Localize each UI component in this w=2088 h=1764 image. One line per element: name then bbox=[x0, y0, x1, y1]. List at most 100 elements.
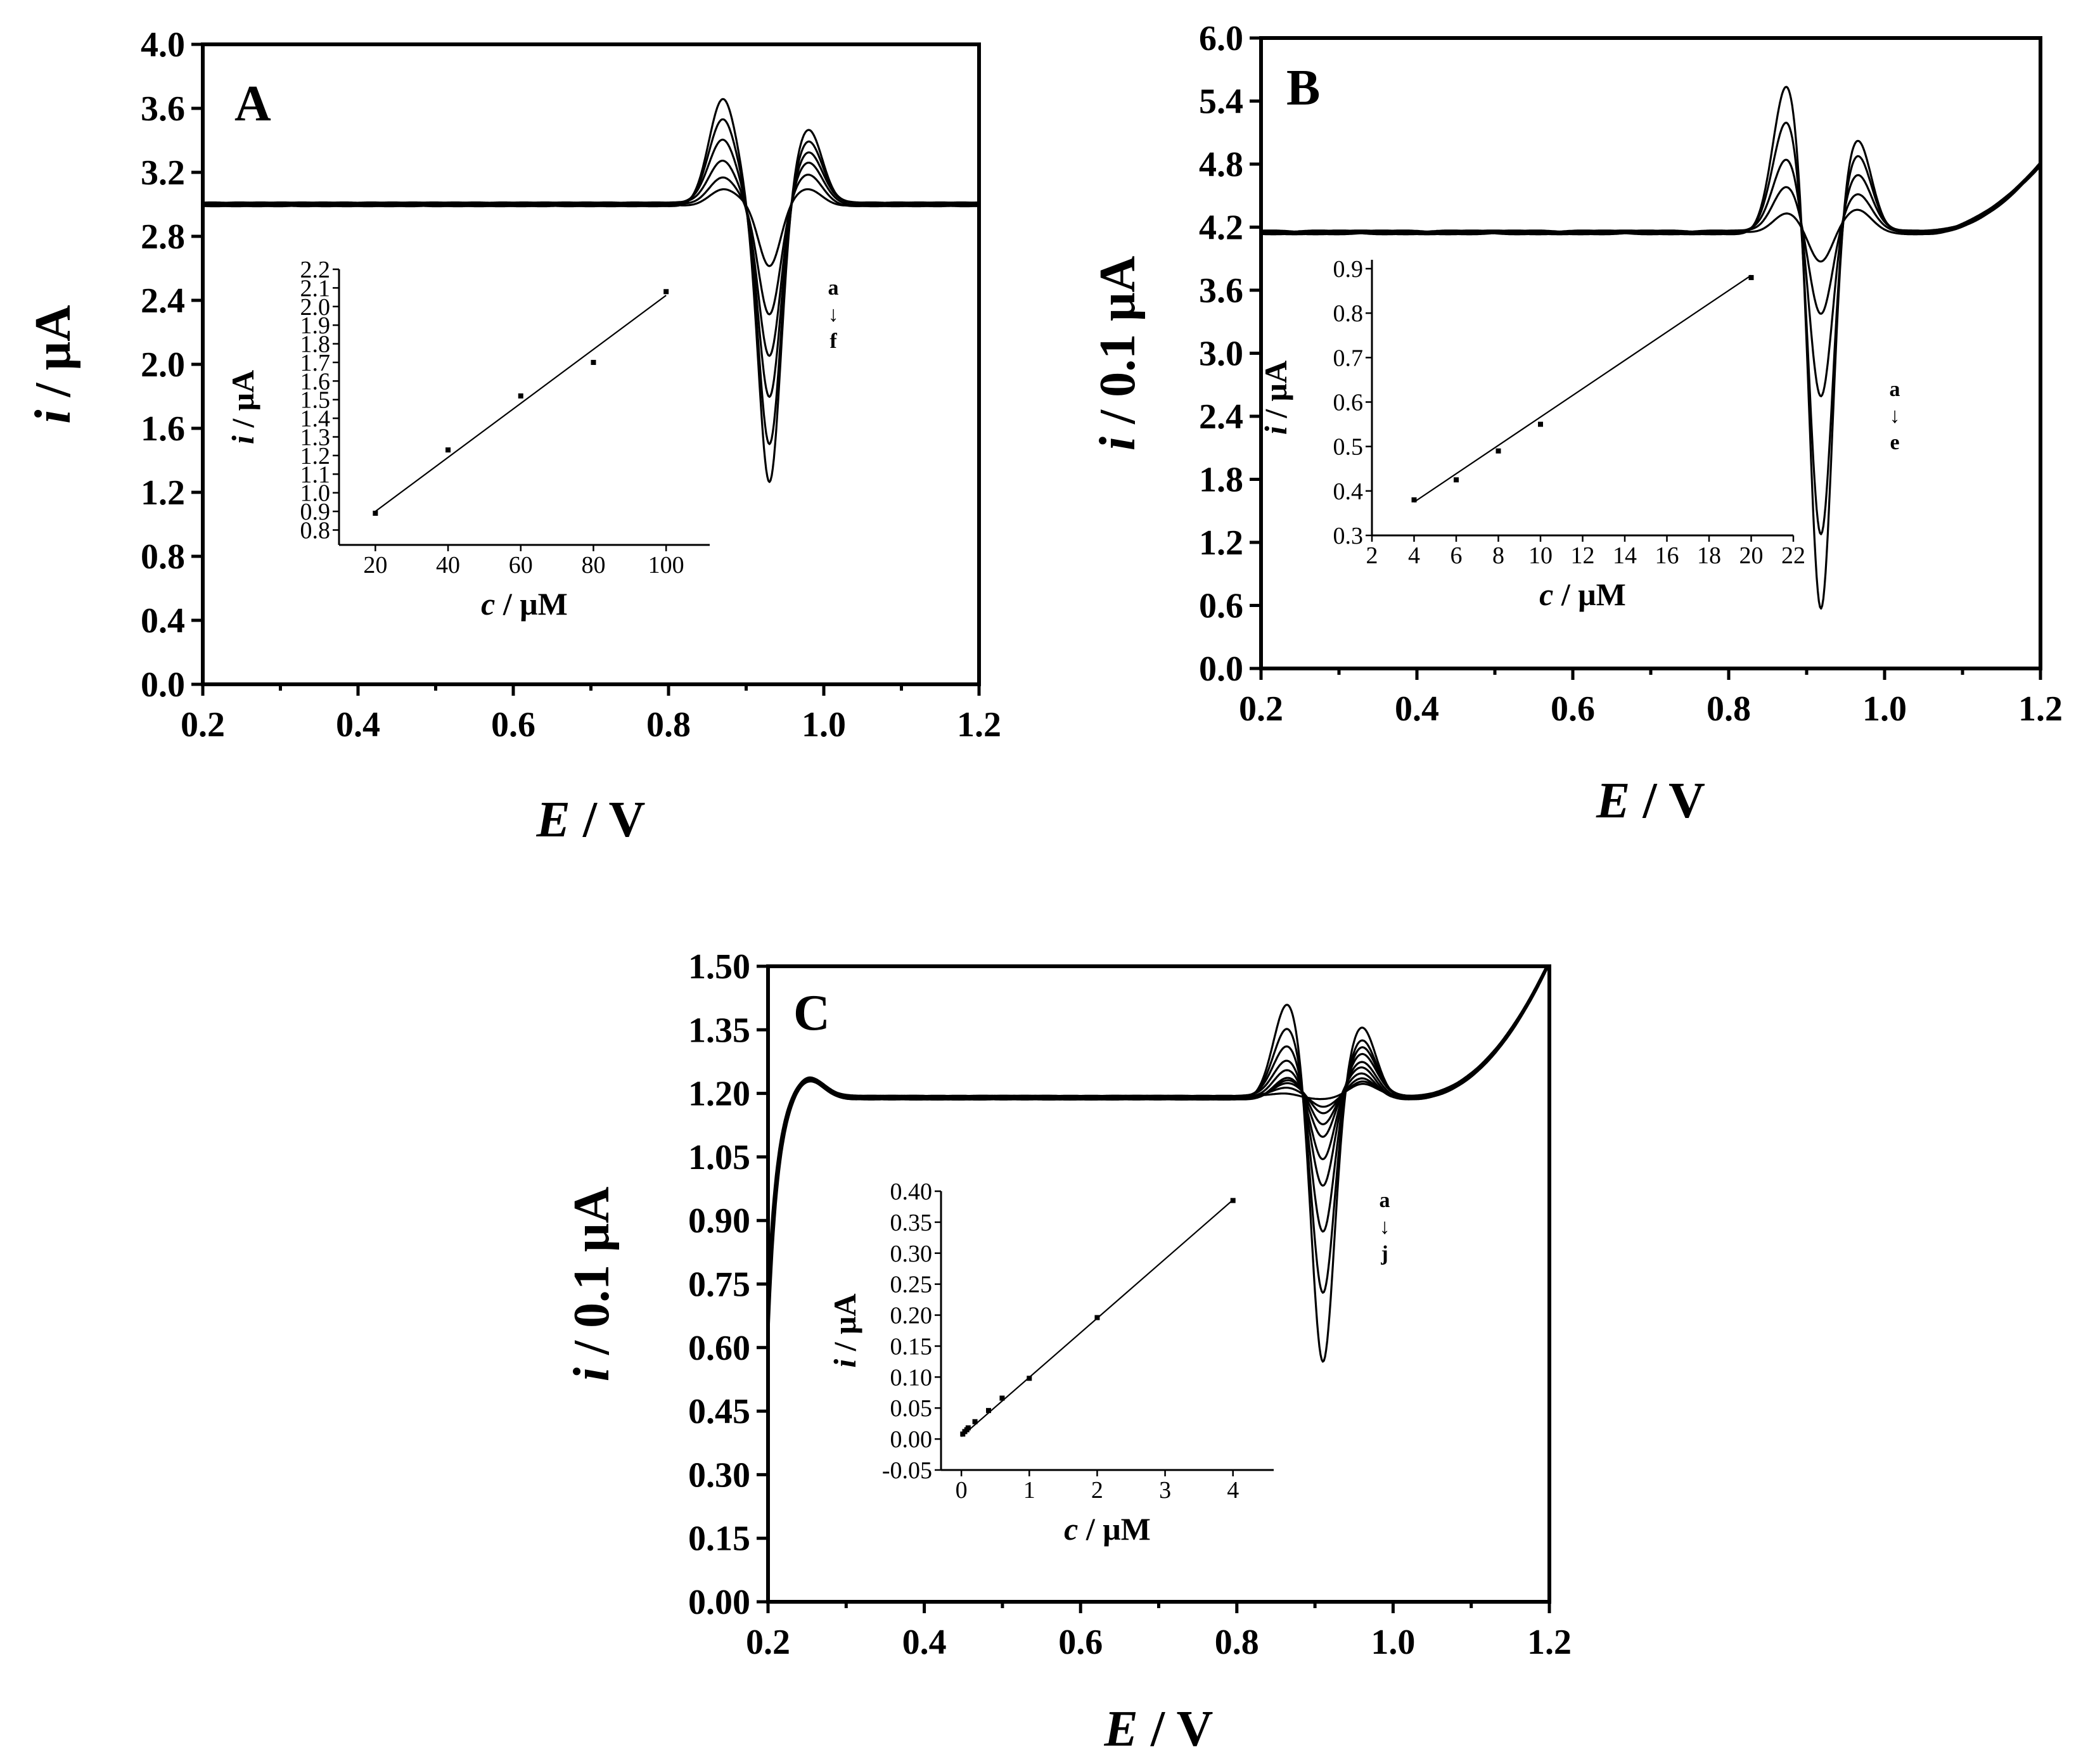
trace-d bbox=[767, 965, 1549, 1308]
inset-y-tick-label: 0.7 bbox=[1333, 345, 1364, 371]
y-axis-label: i / μA bbox=[25, 305, 81, 424]
inset-x-tick-label: 20 bbox=[363, 552, 387, 578]
curve-label-arrow: ↓ bbox=[1890, 404, 1900, 428]
inset-y-tick-label: 0.30 bbox=[890, 1241, 933, 1267]
y-tick-label: 0.15 bbox=[688, 1519, 750, 1559]
inset-data-point bbox=[999, 1395, 1005, 1401]
inset-data-point bbox=[1094, 1315, 1100, 1320]
y-tick-label: 2.4 bbox=[1199, 397, 1243, 437]
x-axis-label: E / V bbox=[536, 792, 646, 848]
x-tick-label: 1.0 bbox=[1371, 1623, 1415, 1662]
y-tick-label: 1.05 bbox=[688, 1138, 750, 1177]
y-tick-label: 0.60 bbox=[688, 1329, 750, 1368]
inset-y-axis-label: i / μA bbox=[827, 1293, 862, 1367]
inset-y-tick-label: 0.40 bbox=[890, 1179, 933, 1205]
inset-y-tick-label: 0.4 bbox=[1333, 478, 1364, 505]
inset-y-tick-label: 1.3 bbox=[300, 425, 331, 451]
inset-y-tick-label: 1.6 bbox=[300, 368, 331, 395]
inset-x-tick-label: 4 bbox=[1408, 542, 1420, 569]
inset-x-tick-label: 3 bbox=[1159, 1477, 1171, 1504]
trace-b bbox=[1260, 122, 2042, 535]
inset-y-tick-label: -0.05 bbox=[882, 1457, 932, 1484]
curve-label-top: a bbox=[828, 276, 839, 300]
y-tick-label: 1.2 bbox=[141, 473, 185, 513]
y-axis-label-unit: / μA bbox=[25, 305, 81, 410]
x-tick-label: 0.6 bbox=[1551, 689, 1595, 729]
panel-letter: B bbox=[1286, 60, 1320, 116]
inset-data-point bbox=[373, 511, 378, 516]
trace-e bbox=[767, 965, 1549, 1315]
inset-data-point bbox=[1748, 275, 1754, 281]
x-tick-label: 0.6 bbox=[1058, 1623, 1103, 1662]
inset-y-tick-label: 0.9 bbox=[300, 499, 331, 525]
x-tick-label: 1.2 bbox=[957, 705, 1001, 745]
y-tick-label: 5.4 bbox=[1199, 82, 1243, 122]
inset-fit-line bbox=[1413, 274, 1752, 503]
inset-y-tick-label: 0.5 bbox=[1333, 434, 1364, 461]
y-tick-label: 2.8 bbox=[141, 217, 185, 257]
inset-y-axis-label-var: i bbox=[1258, 426, 1293, 435]
inset-y-tick-label: 0.05 bbox=[890, 1395, 933, 1422]
x-tick-label: 0.4 bbox=[336, 705, 380, 745]
inset-x-tick-label: 2 bbox=[1366, 542, 1378, 569]
trace-a bbox=[1260, 86, 2042, 610]
y-tick-label: 3.6 bbox=[141, 89, 185, 129]
x-axis-label-unit: / V bbox=[1630, 773, 1705, 829]
inset-y-tick-label: 1.1 bbox=[300, 461, 331, 488]
inset-x-tick-label: 40 bbox=[436, 552, 460, 578]
trace-g bbox=[767, 965, 1549, 1324]
y-tick-label: 3.2 bbox=[141, 153, 185, 193]
y-tick-label: 2.4 bbox=[141, 281, 185, 321]
inset-data-point bbox=[1230, 1198, 1236, 1203]
plot-frame bbox=[766, 964, 1551, 1604]
trace-f bbox=[767, 965, 1549, 1320]
y-tick-label: 4.8 bbox=[1199, 145, 1243, 184]
inset-x-tick-label: 6 bbox=[1451, 542, 1463, 569]
panel-letter: A bbox=[234, 76, 271, 132]
inset-A: 20 40 60 80 1000.80.91.01.11.21.31.41.51.61.… bbox=[225, 257, 710, 622]
inset-x-tick-label: 60 bbox=[509, 552, 533, 578]
y-axis-label: i / 0.1 μA bbox=[1090, 255, 1146, 451]
trace-i bbox=[767, 965, 1549, 1338]
y-axis-label: i / 0.1 μA bbox=[564, 1186, 620, 1381]
inset-y-tick-label: 2.2 bbox=[300, 257, 331, 283]
inset-data-point bbox=[663, 289, 669, 295]
inset-x-tick-label: 20 bbox=[1739, 542, 1764, 569]
inset-data-point bbox=[986, 1408, 991, 1414]
y-tick-label: 0.4 bbox=[141, 601, 185, 641]
y-tick-label: 4.0 bbox=[141, 25, 185, 65]
inset-data-point bbox=[1454, 477, 1459, 483]
y-axis-label-unit: / 0.1 μA bbox=[1090, 255, 1146, 437]
x-axis-label-unit: / V bbox=[570, 792, 646, 848]
y-tick-label: 4.2 bbox=[1199, 208, 1243, 248]
curve-label-arrow: ↓ bbox=[1380, 1215, 1390, 1239]
inset-data-point bbox=[972, 1419, 978, 1424]
inset-y-tick-label: 0.10 bbox=[890, 1364, 933, 1391]
inset-y-axis-label: i / μA bbox=[1258, 361, 1293, 435]
inset-y-tick-label: 1.0 bbox=[300, 480, 331, 507]
x-axis-label: E / V bbox=[1104, 1701, 1214, 1757]
inset-x-axis-label-var: c bbox=[1539, 577, 1553, 612]
inset-x-tick-label: 80 bbox=[581, 552, 605, 578]
inset-y-axis-label-var: i bbox=[827, 1359, 862, 1368]
trace-a bbox=[767, 965, 1549, 1363]
inset-x-axis-label-var: c bbox=[481, 586, 495, 622]
inset-x-axis-label-unit: / μM bbox=[495, 586, 567, 622]
inset-x-tick-label: 16 bbox=[1655, 542, 1679, 569]
y-axis-label-var: i bbox=[1090, 437, 1146, 451]
inset-data-point bbox=[591, 359, 596, 365]
x-axis-label-var: E bbox=[1596, 773, 1630, 829]
y-tick-label: 6.0 bbox=[1199, 19, 1243, 58]
panel-C: 0.2 0.4 0.6 0.8 1.0 1.2 0.00 0.15 0.30 0.45 0.60 0.… bbox=[564, 947, 1572, 1757]
x-tick-label: 0.2 bbox=[746, 1623, 790, 1662]
inset-y-tick-label: 2.1 bbox=[300, 275, 331, 302]
inset-y-tick-label: 0.35 bbox=[890, 1210, 933, 1236]
y-tick-label: 0.8 bbox=[141, 537, 185, 577]
y-tick-label: 1.50 bbox=[688, 947, 750, 987]
inset-y-tick-label: 0.20 bbox=[890, 1303, 933, 1329]
inset-y-tick-label: 0.00 bbox=[890, 1426, 933, 1453]
y-tick-label: 1.2 bbox=[1199, 523, 1243, 563]
x-axis-label-var: E bbox=[536, 792, 570, 848]
trace-e bbox=[1261, 165, 2042, 263]
x-tick-label: 1.2 bbox=[2018, 689, 2063, 729]
